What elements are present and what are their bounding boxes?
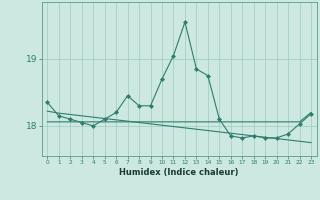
- X-axis label: Humidex (Indice chaleur): Humidex (Indice chaleur): [119, 168, 239, 177]
